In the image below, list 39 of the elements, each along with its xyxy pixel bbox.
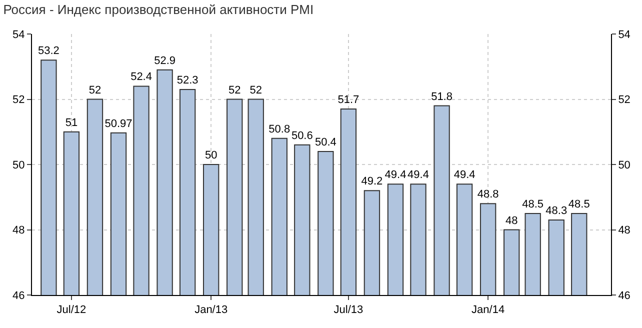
data-label: 49.4: [384, 169, 406, 182]
y-tick-label: 54: [12, 28, 25, 41]
chart-title: Россия - Индекс производственной активности PMI: [3, 2, 314, 18]
data-label: 49.2: [361, 176, 383, 188]
data-label: 50.97: [104, 118, 132, 130]
data-label: 50.8: [268, 123, 290, 136]
x-tick-label: Jul/12: [56, 304, 86, 316]
data-label: 48.3: [546, 204, 568, 217]
data-label: 48.5: [568, 198, 590, 210]
y2-tick-label: 52: [618, 94, 630, 106]
data-label: 52: [250, 84, 262, 96]
data-label: 52.3: [176, 74, 198, 86]
y2-tick-label: 54: [618, 28, 630, 41]
y2-tick-label: 48: [618, 224, 630, 237]
data-label: 48.8: [477, 188, 499, 201]
y2-tick-label: 50: [618, 159, 630, 172]
x-tick-label: Jan/14: [472, 304, 505, 316]
data-label: 50.6: [291, 130, 313, 142]
y-tick-label: 50: [12, 159, 25, 172]
y-tick-label: 52: [12, 94, 25, 106]
data-label: 53.2: [38, 45, 60, 58]
x-tick-label: Jul/13: [334, 304, 364, 316]
data-label: 52: [228, 84, 241, 96]
data-label: 52: [88, 84, 102, 96]
data-label: 51.7: [338, 94, 360, 106]
data-label: 48.5: [522, 198, 544, 210]
data-label: 51.8: [431, 90, 452, 103]
data-label: 48: [505, 214, 518, 227]
data-label: 49.4: [454, 169, 476, 182]
data-label: 52.4: [130, 71, 152, 84]
data-label: 51: [65, 116, 78, 129]
data-label: 49.4: [408, 169, 429, 182]
data-label: 52.9: [154, 54, 176, 67]
y2-tick-label: 46: [618, 290, 630, 302]
x-tick-label: Jan/13: [194, 304, 228, 316]
y-tick-label: 46: [12, 290, 25, 302]
y-tick-label: 48: [12, 224, 25, 237]
data-label: 50.4: [314, 136, 336, 148]
data-label: 50: [204, 150, 218, 162]
